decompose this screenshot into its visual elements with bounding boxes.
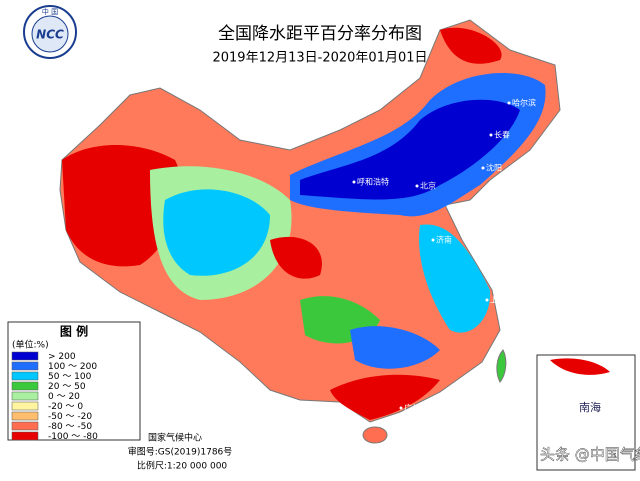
logo-globe — [31, 15, 69, 53]
city-label: 北京 — [420, 181, 436, 191]
city-label: 香港 — [430, 407, 446, 417]
legend-label: 0 ～ 20 — [48, 392, 80, 402]
city-dot — [507, 101, 511, 105]
city-dot — [431, 238, 435, 242]
region — [270, 236, 322, 279]
region — [300, 99, 520, 200]
legend-label: -80 ～ -50 — [48, 422, 92, 432]
city-dot — [481, 166, 485, 170]
map — [59, 19, 561, 444]
city-dot — [489, 133, 493, 137]
legend-swatch — [11, 431, 39, 441]
region — [419, 224, 491, 333]
legend-swatch — [11, 401, 39, 411]
logo-text: NCC — [36, 28, 64, 42]
city-dot — [352, 180, 356, 184]
city-dot — [507, 373, 511, 377]
city-label: 呼和浩特 — [357, 177, 389, 187]
city-label: 海口 — [394, 437, 410, 447]
watermark: 头条 @中国气象爱好者 — [540, 446, 640, 464]
legend-swatch — [11, 371, 39, 381]
city-dot — [389, 440, 393, 444]
city-label: 广州 — [404, 403, 420, 413]
city-label: 沈阳 — [486, 163, 502, 173]
legend-label: > 200 — [48, 352, 76, 362]
city-dot — [399, 406, 403, 410]
city-label: 台北 — [512, 370, 528, 380]
region — [163, 189, 270, 276]
legend-swatch — [11, 351, 39, 361]
hainan — [362, 426, 388, 444]
city-dot — [485, 298, 489, 302]
taiwan — [496, 349, 507, 383]
city-label: 哈尔滨 — [512, 98, 536, 108]
city-label: 济南 — [436, 235, 452, 245]
region — [350, 326, 440, 369]
legend-title: 图 例 — [60, 324, 88, 339]
legend-swatch — [11, 361, 39, 371]
footer-scale: 比例尺:1:20 000 000 — [137, 460, 228, 472]
title: 全国降水距平百分率分布图 — [218, 24, 422, 44]
legend-swatch — [11, 391, 39, 401]
region — [440, 27, 502, 64]
city-label: 上海 — [490, 295, 506, 305]
inset-label: 南海 — [579, 400, 601, 414]
region — [330, 374, 440, 420]
footer-agency: 国家气候中心 — [148, 432, 202, 444]
logo: 中 国 NCC — [23, 5, 77, 59]
legend-unit: (单位:%) — [12, 339, 49, 351]
legend-swatch — [11, 381, 39, 391]
city-dot — [415, 184, 419, 188]
legend-swatch — [11, 411, 39, 421]
legend-label: -20 ～ 0 — [48, 402, 83, 412]
legend-box — [7, 321, 141, 441]
inset-region — [550, 358, 610, 375]
legend-label: -50 ～ -20 — [48, 412, 92, 422]
subtitle: 2019年12月13日-2020年01月01日 — [212, 51, 427, 66]
legend-swatch — [11, 421, 39, 431]
legend-label: 100 ～ 200 — [48, 362, 97, 372]
city-label: 长春 — [494, 130, 510, 140]
legend-label: 20 ～ 50 — [48, 382, 86, 392]
logo-top: 中 国 — [42, 7, 58, 16]
legend-label: -100 ～ -80 — [48, 432, 98, 442]
legend-label: 50 ～ 100 — [48, 372, 92, 382]
footer-approval: 审图号:GS(2019)1786号 — [128, 446, 233, 458]
city-dot — [425, 410, 429, 414]
